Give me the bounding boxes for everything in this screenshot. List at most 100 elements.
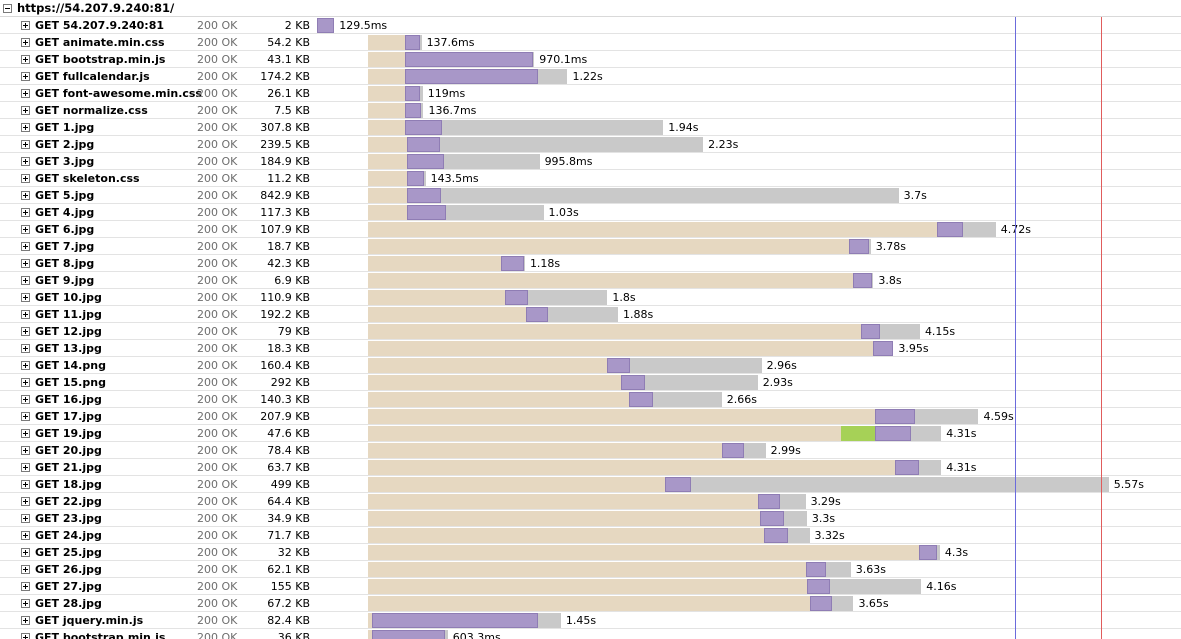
request-row[interactable]: GET 13.jpg 200 OK 18.3 KB 3.95s <box>0 340 1181 357</box>
request-row[interactable]: GET 12.jpg 200 OK 79 KB 4.15s <box>0 323 1181 340</box>
expand-toggle-icon[interactable] <box>21 344 30 353</box>
request-row[interactable]: GET 14.png 200 OK 160.4 KB 2.96s <box>0 357 1181 374</box>
expand-toggle-icon[interactable] <box>21 259 30 268</box>
expand-toggle-icon[interactable] <box>21 582 30 591</box>
request-row[interactable]: GET 22.jpg 200 OK 64.4 KB 3.29s <box>0 493 1181 510</box>
request-url: GET 19.jpg <box>35 427 102 440</box>
expand-toggle-icon[interactable] <box>21 446 30 455</box>
request-row[interactable]: GET 27.jpg 200 OK 155 KB 4.16s <box>0 578 1181 595</box>
expand-toggle-icon[interactable] <box>21 531 30 540</box>
request-row[interactable]: GET 26.jpg 200 OK 62.1 KB 3.63s <box>0 561 1181 578</box>
expand-toggle-icon[interactable] <box>21 276 30 285</box>
expand-toggle-icon[interactable] <box>21 89 30 98</box>
waiting-segment <box>406 188 442 203</box>
expand-toggle-icon[interactable] <box>21 395 30 404</box>
receiving-segment <box>784 511 807 526</box>
request-row[interactable]: GET 11.jpg 200 OK 192.2 KB 1.88s <box>0 306 1181 323</box>
request-size: 34.9 KB <box>267 512 310 525</box>
blocked-segment <box>368 137 407 152</box>
expand-toggle-icon[interactable] <box>21 361 30 370</box>
expand-toggle-icon[interactable] <box>21 21 30 30</box>
blocked-segment <box>368 341 874 356</box>
waiting-segment <box>849 239 870 254</box>
collapse-toggle-icon[interactable] <box>3 4 12 13</box>
request-row[interactable]: GET animate.min.css 200 OK 54.2 KB 137.6ms <box>0 34 1181 51</box>
request-row[interactable]: GET 25.jpg 200 OK 32 KB 4.3s <box>0 544 1181 561</box>
request-row[interactable]: GET 17.jpg 200 OK 207.9 KB 4.59s <box>0 408 1181 425</box>
expand-toggle-icon[interactable] <box>21 225 30 234</box>
receiving-segment <box>788 528 810 543</box>
waiting-segment <box>721 443 745 458</box>
request-row[interactable]: GET 6.jpg 200 OK 107.9 KB 4.72s <box>0 221 1181 238</box>
request-row[interactable]: GET 18.jpg 200 OK 499 KB 5.57s <box>0 476 1181 493</box>
expand-toggle-icon[interactable] <box>21 123 30 132</box>
expand-toggle-icon[interactable] <box>21 174 30 183</box>
expand-toggle-icon[interactable] <box>21 208 30 217</box>
expand-toggle-icon[interactable] <box>21 412 30 421</box>
expand-toggle-icon[interactable] <box>21 463 30 472</box>
request-row[interactable]: GET 20.jpg 200 OK 78.4 KB 2.99s <box>0 442 1181 459</box>
expand-toggle-icon[interactable] <box>21 429 30 438</box>
request-row[interactable]: GET fullcalendar.js 200 OK 174.2 KB 1.22s <box>0 68 1181 85</box>
expand-toggle-icon[interactable] <box>21 106 30 115</box>
request-row[interactable]: GET 54.207.9.240:81 200 OK 2 KB 129.5ms <box>0 17 1181 34</box>
request-row[interactable]: GET normalize.css 200 OK 7.5 KB 136.7ms <box>0 102 1181 119</box>
request-row[interactable]: GET 10.jpg 200 OK 110.9 KB 1.8s <box>0 289 1181 306</box>
expand-toggle-icon[interactable] <box>21 72 30 81</box>
blocked-segment <box>368 545 919 560</box>
expand-toggle-icon[interactable] <box>21 327 30 336</box>
expand-toggle-icon[interactable] <box>21 310 30 319</box>
request-row[interactable]: GET 19.jpg 200 OK 47.6 KB 4.31s <box>0 425 1181 442</box>
expand-toggle-icon[interactable] <box>21 55 30 64</box>
request-row[interactable]: GET 8.jpg 200 OK 42.3 KB 1.18s <box>0 255 1181 272</box>
request-size: 82.4 KB <box>267 614 310 627</box>
expand-toggle-icon[interactable] <box>21 548 30 557</box>
host-group-header[interactable]: https://54.207.9.240:81/ <box>0 0 1181 17</box>
expand-toggle-icon[interactable] <box>21 293 30 302</box>
expand-toggle-icon[interactable] <box>21 514 30 523</box>
request-row[interactable]: GET 24.jpg 200 OK 71.7 KB 3.32s <box>0 527 1181 544</box>
expand-toggle-icon[interactable] <box>21 242 30 251</box>
request-duration: 1.45s <box>565 614 597 627</box>
blocked-segment <box>368 494 758 509</box>
expand-toggle-icon[interactable] <box>21 140 30 149</box>
expand-toggle-icon[interactable] <box>21 497 30 506</box>
request-size: 160.4 KB <box>260 359 310 372</box>
blocked-segment <box>368 358 608 373</box>
receiving-segment <box>441 188 899 203</box>
waiting-segment <box>405 86 421 101</box>
request-row[interactable]: GET 7.jpg 200 OK 18.7 KB 3.78s <box>0 238 1181 255</box>
request-row[interactable]: GET 3.jpg 200 OK 184.9 KB 995.8ms <box>0 153 1181 170</box>
request-row[interactable]: GET skeleton.css 200 OK 11.2 KB 143.5ms <box>0 170 1181 187</box>
request-row[interactable]: GET 4.jpg 200 OK 117.3 KB 1.03s <box>0 204 1181 221</box>
request-duration: 3.32s <box>814 529 845 542</box>
request-row[interactable]: GET 9.jpg 200 OK 6.9 KB 3.8s <box>0 272 1181 289</box>
expand-toggle-icon[interactable] <box>21 565 30 574</box>
blocked-segment <box>368 188 407 203</box>
blocked-segment <box>368 460 895 475</box>
request-row[interactable]: GET 21.jpg 200 OK 63.7 KB 4.31s <box>0 459 1181 476</box>
expand-toggle-icon[interactable] <box>21 191 30 200</box>
request-duration: 143.5ms <box>430 172 479 185</box>
request-row[interactable]: GET 15.png 200 OK 292 KB 2.93s <box>0 374 1181 391</box>
request-duration: 4.16s <box>926 580 957 593</box>
expand-toggle-icon[interactable] <box>21 157 30 166</box>
request-row[interactable]: GET jquery.min.js 200 OK 82.4 KB 1.45s <box>0 612 1181 629</box>
request-row[interactable]: GET bootstrap.min.js 200 OK 36 KB 603.3ms <box>0 629 1181 639</box>
request-row[interactable]: GET 5.jpg 200 OK 842.9 KB 3.7s <box>0 187 1181 204</box>
expand-toggle-icon[interactable] <box>21 378 30 387</box>
request-url: GET 6.jpg <box>35 223 95 236</box>
request-row[interactable]: GET 2.jpg 200 OK 239.5 KB 2.23s <box>0 136 1181 153</box>
request-row[interactable]: GET bootstrap.min.js 200 OK 43.1 KB 970.1ms <box>0 51 1181 68</box>
expand-toggle-icon[interactable] <box>21 480 30 489</box>
request-row[interactable]: GET 28.jpg 200 OK 67.2 KB 3.65s <box>0 595 1181 612</box>
request-url: GET jquery.min.js <box>35 614 144 627</box>
request-row[interactable]: GET 23.jpg 200 OK 34.9 KB 3.3s <box>0 510 1181 527</box>
request-row[interactable]: GET 1.jpg 200 OK 307.8 KB 1.94s <box>0 119 1181 136</box>
request-row[interactable]: GET font-awesome.min.css 200 OK 26.1 KB 119… <box>0 85 1181 102</box>
expand-toggle-icon[interactable] <box>21 633 30 639</box>
request-row[interactable]: GET 16.jpg 200 OK 140.3 KB 2.66s <box>0 391 1181 408</box>
expand-toggle-icon[interactable] <box>21 616 30 625</box>
expand-toggle-icon[interactable] <box>21 599 30 608</box>
expand-toggle-icon[interactable] <box>21 38 30 47</box>
